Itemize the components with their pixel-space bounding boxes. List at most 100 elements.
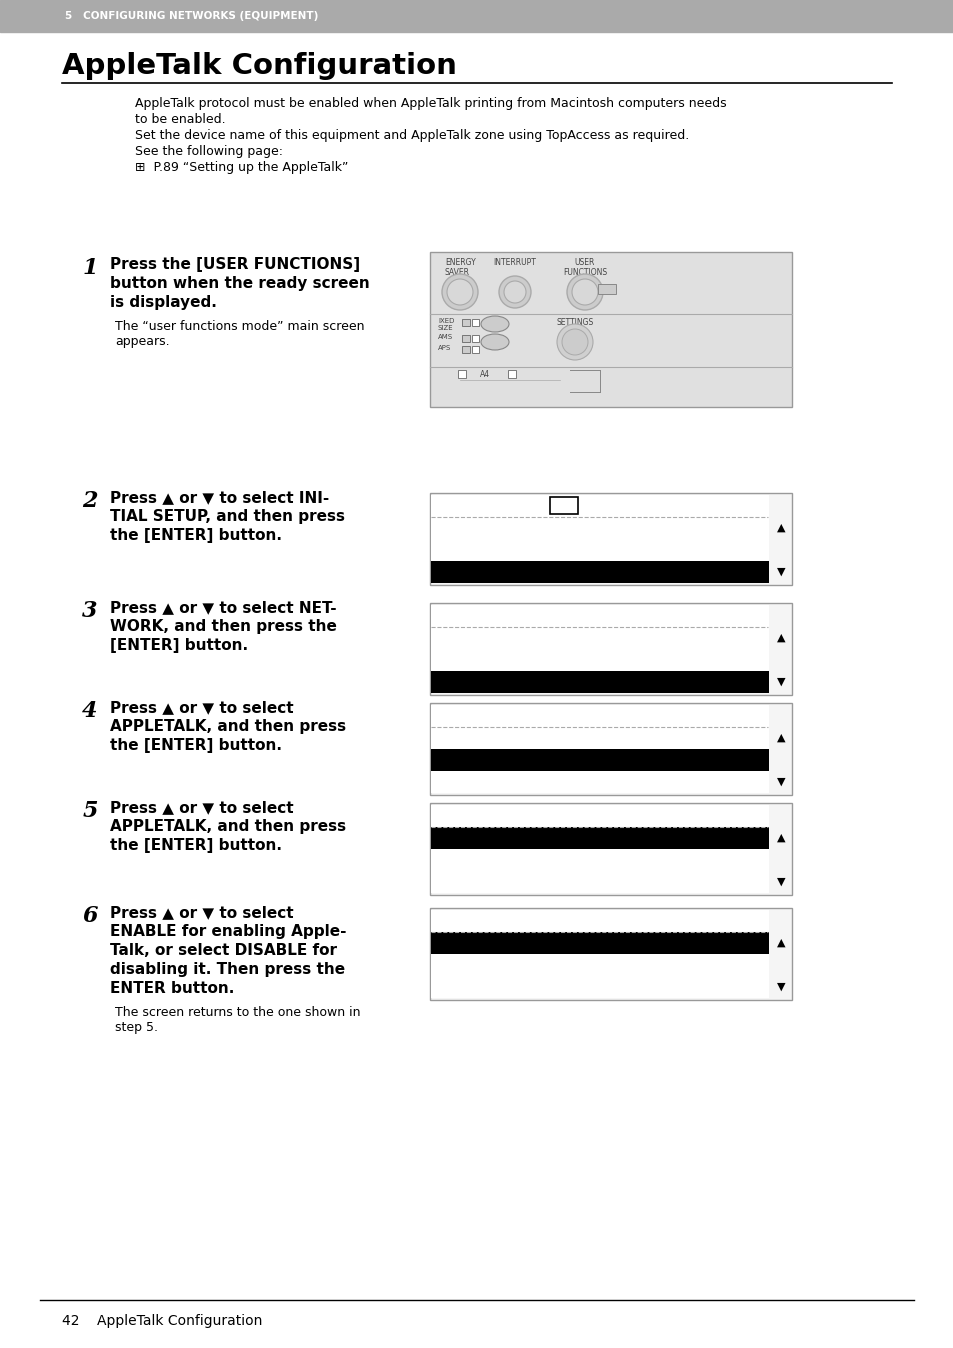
Ellipse shape [480, 334, 509, 350]
Bar [431, 561, 768, 582]
Bar [457, 369, 465, 377]
Text: APPLETALK, and then press: APPLETALK, and then press [110, 718, 346, 735]
Bar [431, 727, 768, 749]
Text: Press ▲ or ▼ to select: Press ▲ or ▼ to select [110, 700, 294, 714]
Bar [461, 319, 470, 326]
Text: ▼: ▼ [776, 981, 784, 992]
Text: 05.NETWORK: 05.NETWORK [435, 677, 502, 687]
Bar [431, 849, 768, 871]
Text: ▲: ▲ [776, 523, 784, 532]
Text: 01.APPLE TALK: 01.APPLE TALK [435, 833, 522, 842]
Bar [0, 0, 953, 32]
Text: 5: 5 [82, 799, 97, 822]
Text: appears.: appears. [115, 336, 170, 348]
Circle shape [557, 324, 593, 360]
Circle shape [441, 274, 477, 310]
Text: ⊞  P.89 “Setting up the AppleTalk”: ⊞ P.89 “Setting up the AppleTalk” [135, 160, 348, 174]
Bar [430, 493, 791, 585]
Text: 1.ENABLE: 1.ENABLE [435, 938, 489, 948]
Text: [ENTER] button.: [ENTER] button. [110, 638, 248, 652]
Bar [461, 346, 470, 353]
Bar [431, 805, 768, 828]
Text: 05.APPLE TALK: 05.APPLE TALK [435, 755, 522, 766]
Bar [431, 627, 768, 648]
Text: ▲: ▲ [776, 634, 784, 643]
Text: APPLE TALK: APPLE TALK [435, 811, 502, 821]
Bar [431, 648, 768, 671]
Circle shape [447, 279, 473, 305]
Circle shape [498, 276, 531, 307]
Text: the [ENTER] button.: the [ENTER] button. [110, 528, 282, 543]
Bar [431, 871, 768, 892]
Bar [461, 336, 470, 342]
Text: ENERGY
SAVER: ENERGY SAVER [444, 257, 476, 278]
Bar [550, 497, 578, 514]
Text: ▲: ▲ [776, 938, 784, 948]
Bar [472, 336, 478, 342]
Text: 42    AppleTalk Configuration: 42 AppleTalk Configuration [62, 1314, 262, 1328]
Bar [431, 771, 768, 793]
Text: SETTINGS: SETTINGS [556, 318, 593, 328]
Text: to be enabled.: to be enabled. [135, 113, 226, 125]
Text: ▼: ▼ [776, 568, 784, 577]
Bar [430, 704, 791, 795]
Text: 06.HTTP: 06.HTTP [435, 776, 482, 787]
Text: INITIAL SETUP: INITIAL SETUP [435, 611, 522, 621]
Text: ▲: ▲ [776, 833, 784, 842]
Bar [431, 828, 768, 849]
Text: INTERRUPT: INTERRUPT [493, 257, 536, 267]
Text: Talk, or select DISABLE for: Talk, or select DISABLE for [110, 944, 336, 958]
Text: ▼: ▼ [776, 878, 784, 887]
Bar [430, 909, 791, 1000]
Bar [430, 603, 791, 696]
Text: disabling it. Then press the: disabling it. Then press the [110, 962, 345, 977]
Bar [431, 705, 768, 727]
Text: Set the device name of this equipment and AppleTalk zone using TopAccess as requ: Set the device name of this equipment an… [135, 129, 688, 142]
Bar [431, 749, 768, 771]
Text: 6: 6 [82, 905, 97, 927]
Ellipse shape [480, 315, 509, 332]
Text: 2.DISABLE: 2.DISABLE [435, 960, 496, 971]
Text: 04.TERMINAL ID: 04.TERMINAL ID [435, 655, 529, 665]
Text: 1: 1 [82, 257, 97, 279]
Text: 03.INITIAL SETUP: 03.INITIAL SETUP [435, 568, 542, 577]
Text: step 5.: step 5. [115, 1020, 158, 1034]
Bar [431, 931, 768, 954]
Text: ENABLE for enabling Apple-: ENABLE for enabling Apple- [110, 923, 346, 940]
Text: ▼: ▼ [776, 776, 784, 787]
Bar [431, 976, 768, 998]
Text: 3: 3 [82, 600, 97, 621]
Text: 02.LISTS: 02.LISTS [435, 545, 489, 555]
Text: 5   CONFIGURING NETWORKS (EQUIPMENT): 5 CONFIGURING NETWORKS (EQUIPMENT) [65, 11, 318, 22]
Text: The “user functions mode” main screen: The “user functions mode” main screen [115, 319, 364, 333]
Text: ▲: ▲ [776, 733, 784, 743]
Text: USER
FUNCTIONS: USER FUNCTIONS [562, 257, 606, 278]
Text: Press ▲ or ▼ to select: Press ▲ or ▼ to select [110, 905, 294, 919]
Text: 123: 123 [554, 501, 573, 511]
Circle shape [566, 274, 602, 310]
Text: ▼: ▼ [776, 677, 784, 687]
Text: ENTER button.: ENTER button. [110, 981, 234, 996]
Text: AppleTalk Configuration: AppleTalk Configuration [62, 53, 456, 80]
Bar [431, 539, 768, 561]
Text: 2: 2 [82, 491, 97, 512]
Text: the [ENTER] button.: the [ENTER] button. [110, 737, 282, 754]
Bar [430, 803, 791, 895]
Text: 00001216: 00001216 [582, 501, 637, 511]
Bar [507, 369, 516, 377]
Bar [430, 252, 791, 407]
Text: WORK, and then press the: WORK, and then press the [110, 619, 336, 634]
Text: APPLE TALK: APPLE TALK [435, 917, 502, 926]
Text: Press the [USER FUNCTIONS]: Press the [USER FUNCTIONS] [110, 257, 359, 272]
Text: USER FUNCTIONS: USER FUNCTIONS [435, 501, 529, 511]
Text: NETWORK: NETWORK [435, 710, 482, 721]
Text: APS: APS [437, 345, 451, 350]
Text: 03.DRAWER SET POP-UP: 03.DRAWER SET POP-UP [435, 634, 569, 643]
Bar [472, 346, 478, 353]
Text: APPLETALK, and then press: APPLETALK, and then press [110, 820, 346, 834]
Text: The screen returns to the one shown in: The screen returns to the one shown in [115, 1006, 360, 1019]
Bar [431, 910, 768, 931]
Text: Press ▲ or ▼ to select: Press ▲ or ▼ to select [110, 799, 294, 816]
Bar [431, 671, 768, 693]
Bar [598, 284, 616, 294]
